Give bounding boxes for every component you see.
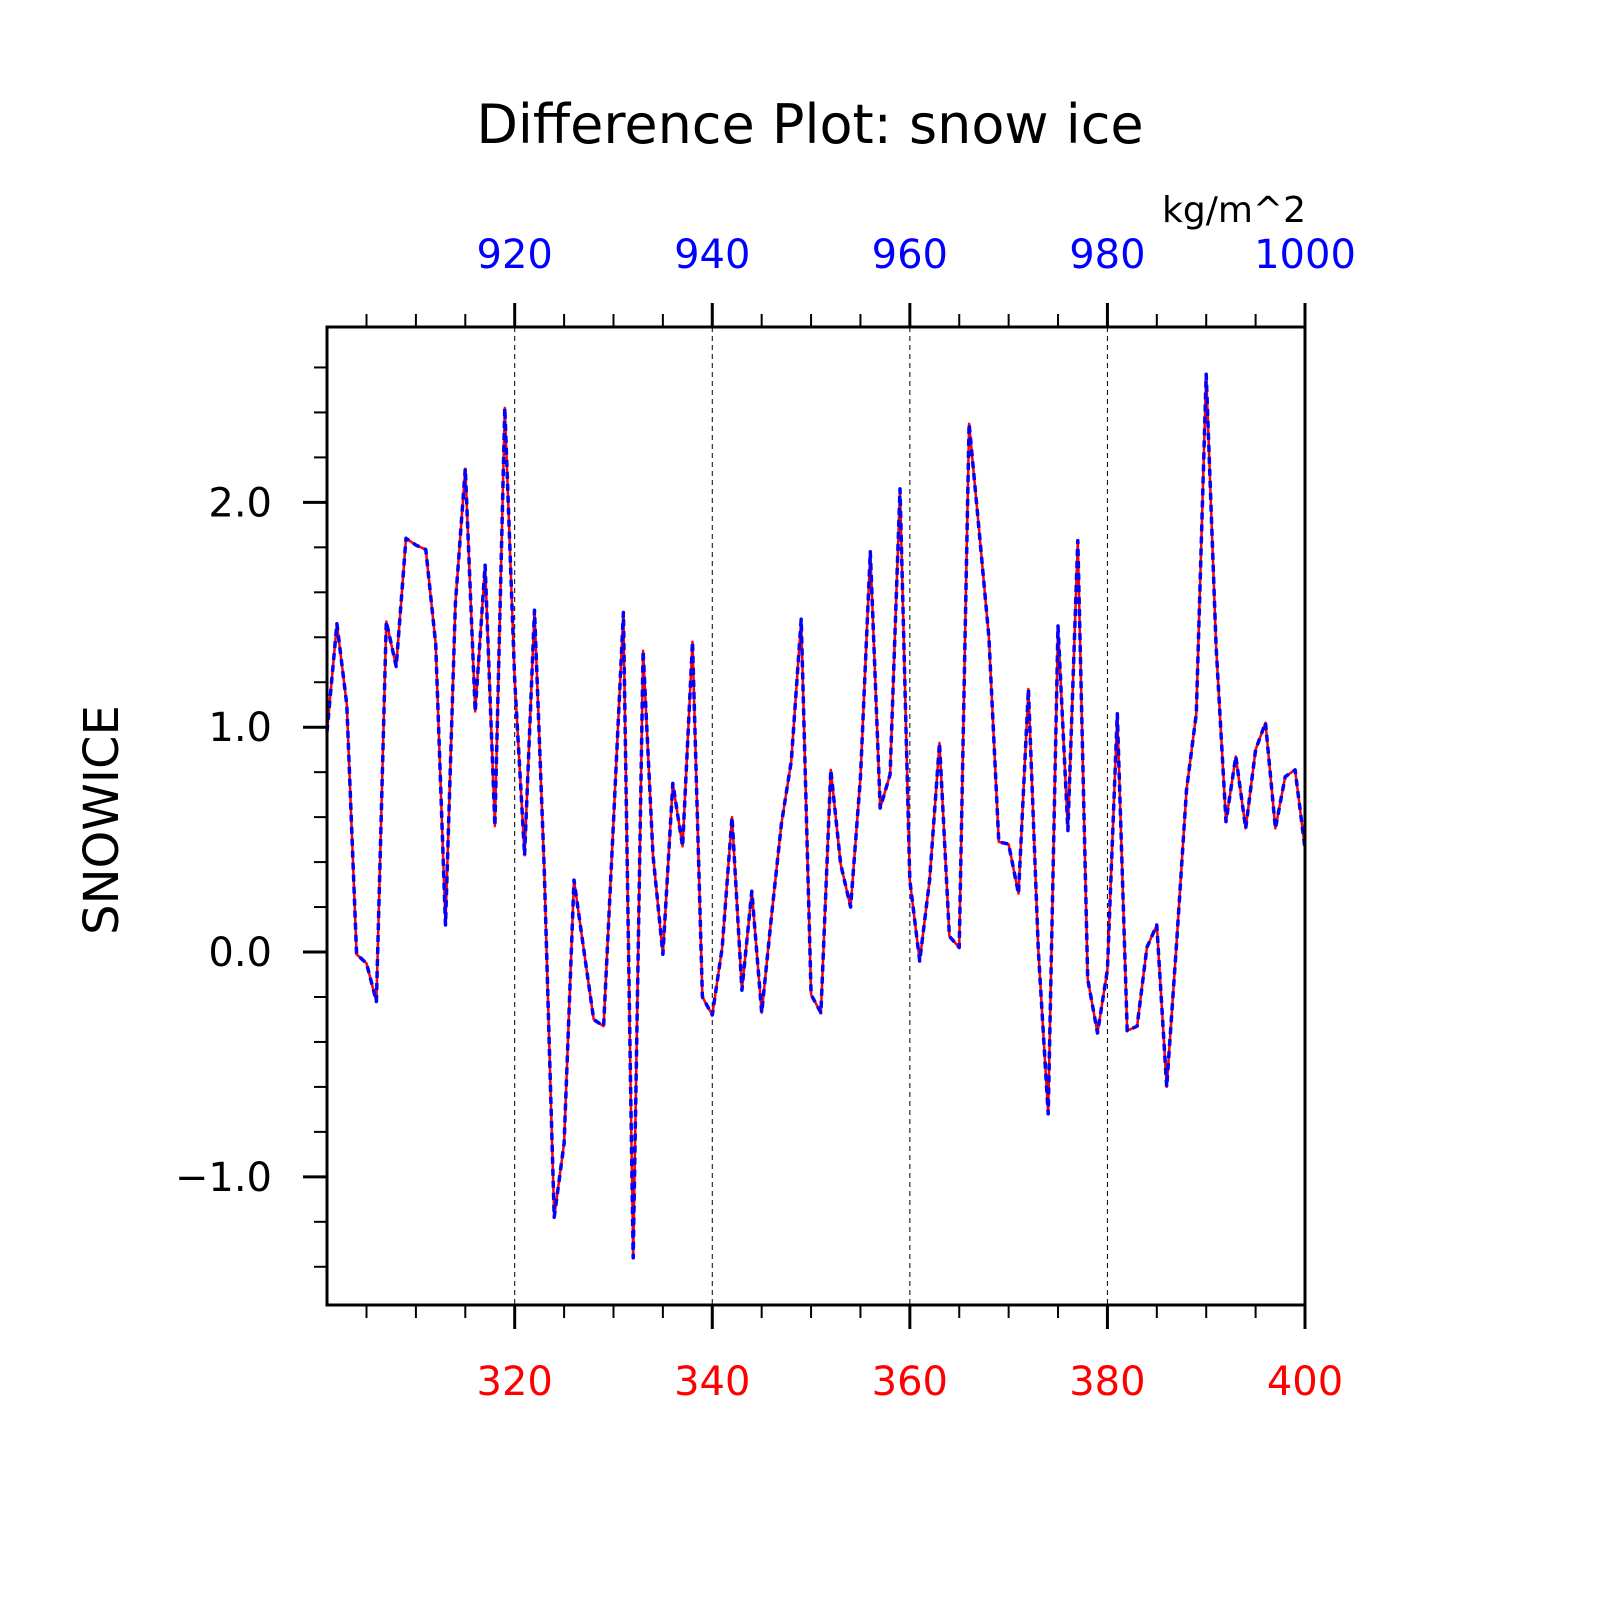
y-tick-labels: −1.0 0.0 1.0 2.0	[175, 480, 272, 1200]
y-tick-label: 2.0	[208, 480, 272, 526]
bottom-x-tick-label: 320	[477, 1359, 553, 1405]
series-line-2	[325, 372, 1307, 1260]
top-x-tick-label: 960	[872, 232, 948, 278]
y-tick-label: 1.0	[208, 705, 272, 751]
top-x-tick-label: 940	[674, 232, 750, 278]
bottom-x-tick-label: 340	[674, 1359, 750, 1405]
bottom-x-tick-label: 380	[1069, 1359, 1145, 1405]
top-x-tick-label: 980	[1069, 232, 1145, 278]
data-series	[325, 372, 1307, 1260]
bottom-x-tick-labels: 320 340 360 380 400	[477, 1359, 1344, 1405]
bottom-x-tick-label: 360	[872, 1359, 948, 1405]
x-gridlines	[514, 327, 1108, 1305]
series-line-1	[325, 372, 1307, 1260]
chart-title: Difference Plot: snow ice	[476, 93, 1143, 156]
bottom-x-tick-label: 400	[1267, 1359, 1343, 1405]
axis-ticks	[303, 303, 1307, 1329]
top-x-tick-label: 1000	[1254, 232, 1356, 278]
y-axis-label: SNOWICE	[74, 705, 130, 935]
y-tick-label: 0.0	[208, 930, 272, 976]
plot-frame	[325, 325, 1307, 1307]
units-label: kg/m^2	[1162, 190, 1306, 231]
top-x-tick-labels: 920 940 960 980 1000	[477, 232, 1356, 278]
y-tick-label: −1.0	[175, 1155, 272, 1201]
top-x-tick-label: 920	[477, 232, 553, 278]
